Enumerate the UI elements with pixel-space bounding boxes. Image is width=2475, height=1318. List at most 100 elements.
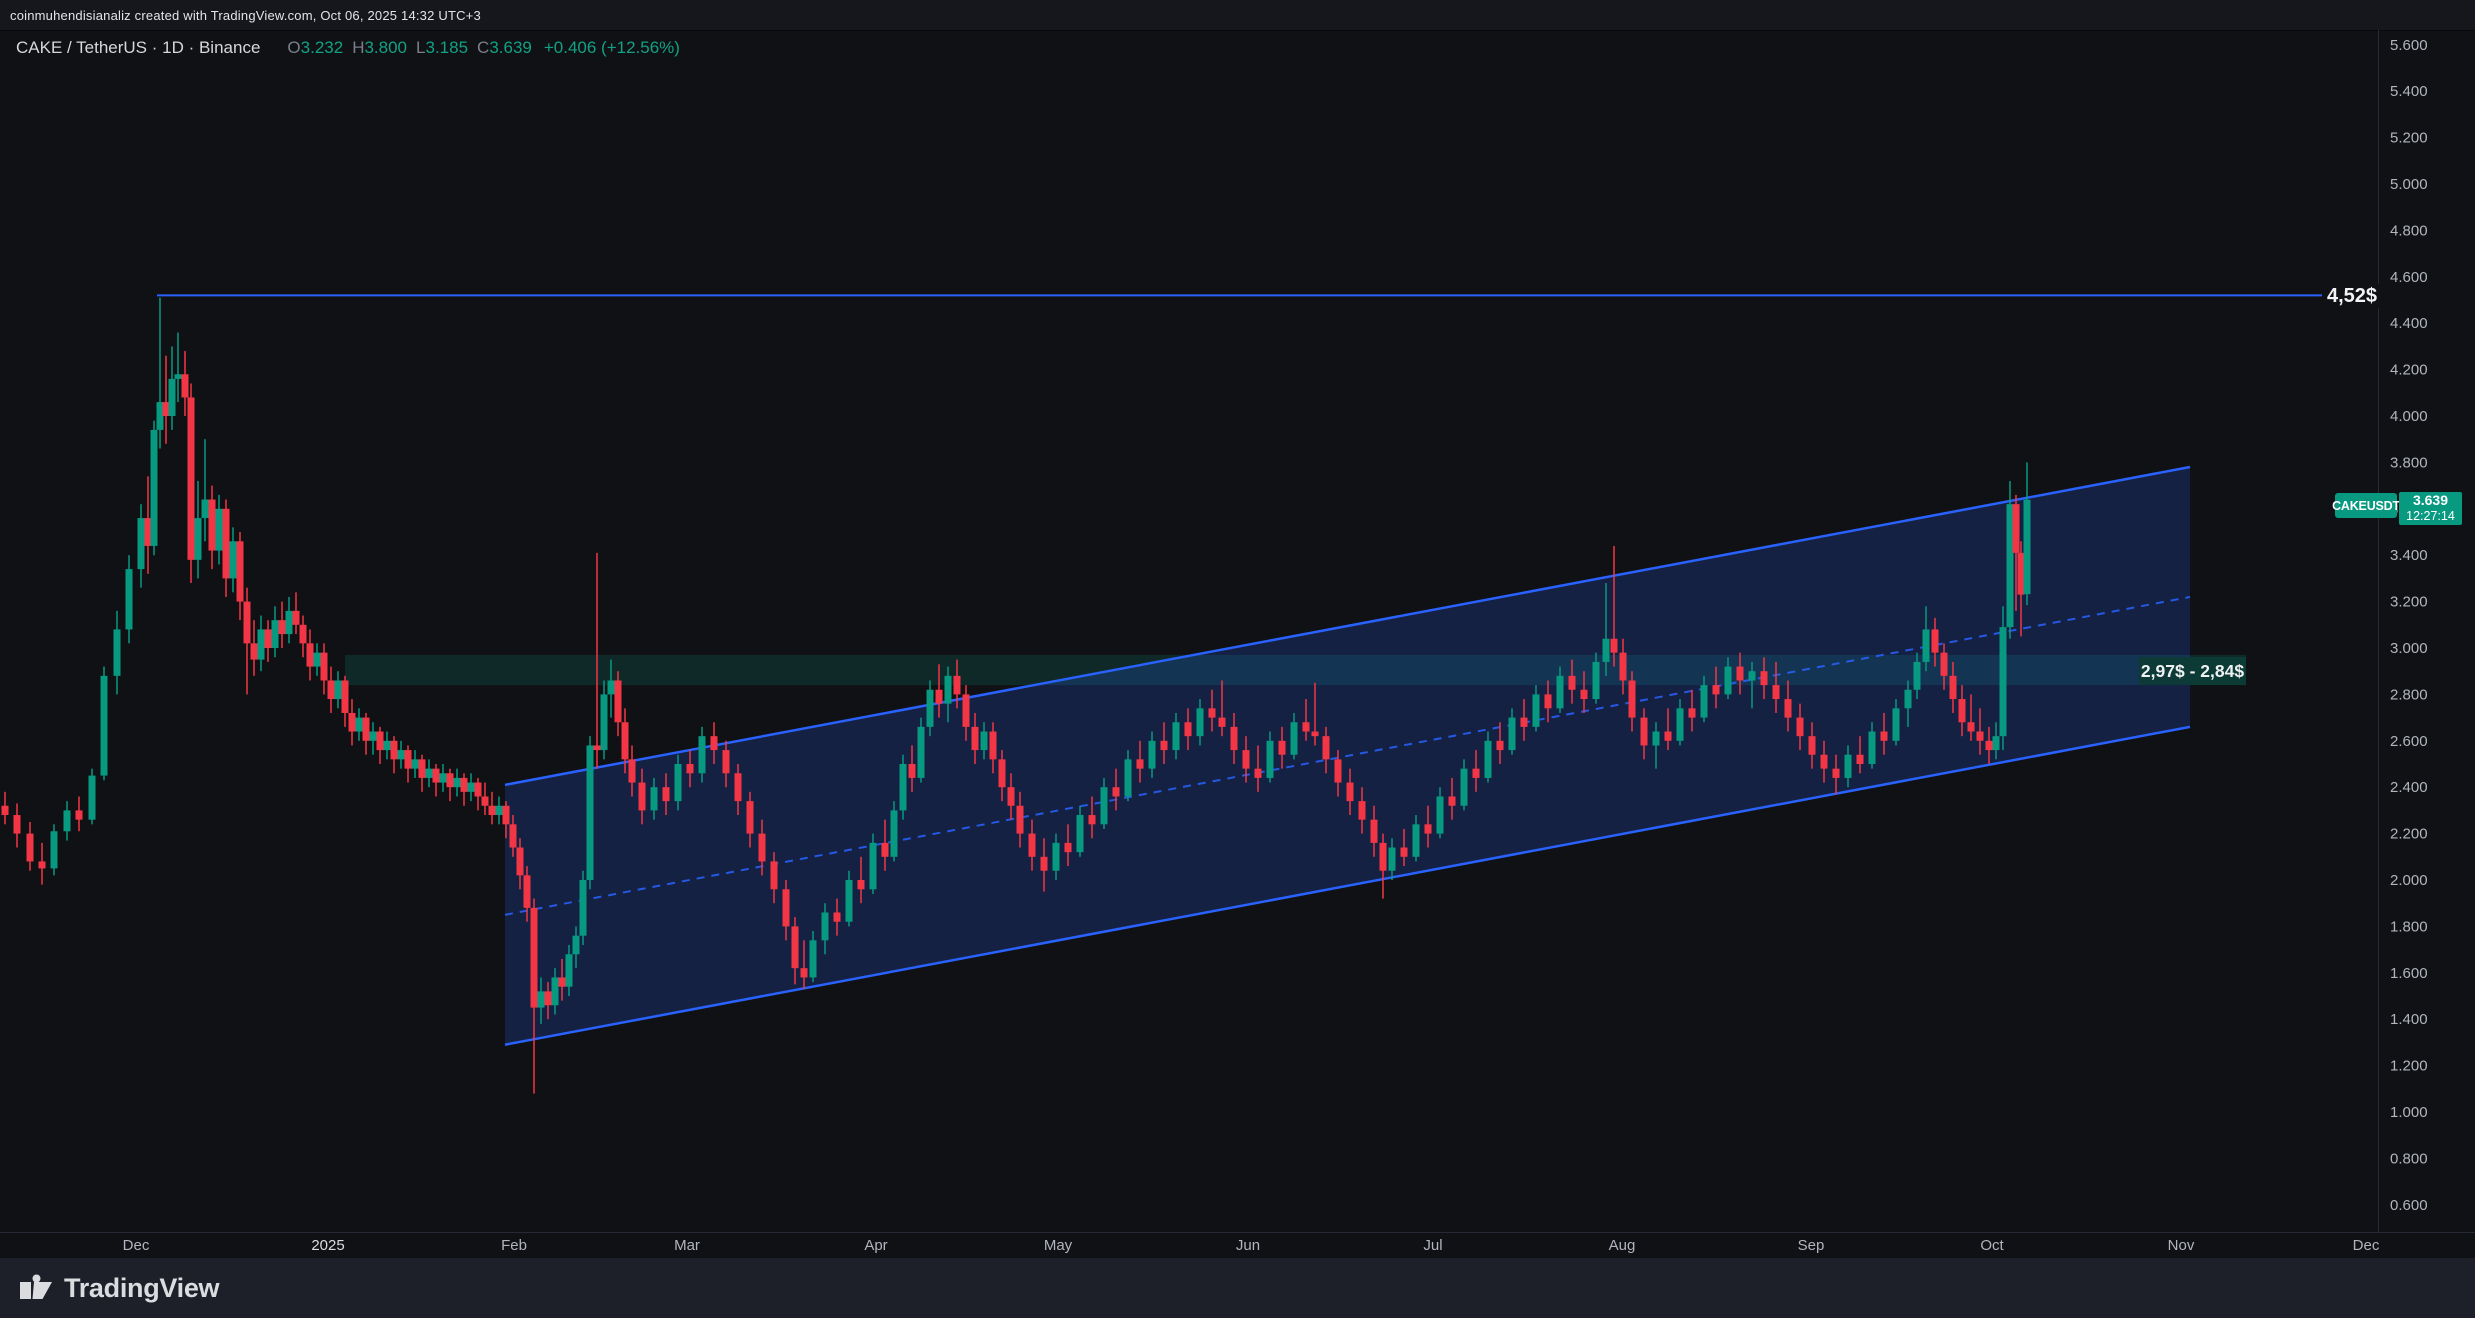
candle-body bbox=[614, 680, 622, 723]
candle-body bbox=[1724, 666, 1732, 695]
candle-body bbox=[1136, 759, 1144, 769]
candle-body bbox=[383, 740, 391, 751]
candle-body bbox=[1088, 815, 1096, 825]
candle-body bbox=[1931, 629, 1939, 653]
candle-body bbox=[162, 402, 170, 416]
supply-zone-label[interactable]: 2,97$ - 2,84$ bbox=[2139, 657, 2246, 685]
candle-body bbox=[488, 805, 496, 816]
close-label: C bbox=[477, 38, 490, 57]
candle-body bbox=[1266, 740, 1274, 778]
candle-body bbox=[2017, 552, 2025, 595]
tradingview-logo-icon[interactable] bbox=[18, 1270, 54, 1306]
channel-mid-line[interactable] bbox=[504, 595, 2191, 916]
candle-body bbox=[523, 875, 531, 908]
candle-body bbox=[1184, 722, 1192, 737]
candle-body bbox=[88, 775, 96, 820]
candle-body bbox=[1148, 740, 1156, 769]
candle-body bbox=[579, 880, 587, 936]
candle-body bbox=[100, 675, 108, 776]
price-tick: 5.200 bbox=[2390, 130, 2428, 147]
time-tick: 2025 bbox=[311, 1237, 344, 1254]
candle-body bbox=[75, 810, 83, 820]
price-tick: 5.600 bbox=[2390, 37, 2428, 54]
price-tick: 5.000 bbox=[2390, 176, 2428, 193]
candle-body bbox=[1160, 740, 1168, 751]
candle-body bbox=[467, 782, 475, 792]
candle-body bbox=[1949, 675, 1957, 700]
price-scale[interactable]: 5.600 5.400 5.200 5.000 4.800 4.600 4.400 4.200… bbox=[2390, 37, 2428, 1214]
candle-body bbox=[509, 824, 517, 848]
candle-body bbox=[722, 750, 730, 774]
time-tick: May bbox=[1044, 1237, 1073, 1254]
candle-body bbox=[989, 731, 997, 760]
candle-body bbox=[1772, 685, 1780, 700]
open-label: O bbox=[287, 38, 301, 57]
time-tick: Jun bbox=[1236, 1237, 1260, 1254]
candle-body bbox=[446, 773, 454, 788]
candle-body bbox=[236, 541, 244, 602]
candle-body bbox=[1436, 796, 1444, 834]
channel-bottom-line[interactable] bbox=[504, 725, 2191, 1046]
candle-body bbox=[600, 694, 608, 751]
candle-body bbox=[1844, 754, 1852, 778]
candle-body bbox=[187, 397, 195, 560]
candle-body bbox=[1868, 731, 1876, 764]
candle-body bbox=[944, 675, 952, 704]
time-tick: Aug bbox=[1609, 1237, 1636, 1254]
candle-body bbox=[1412, 824, 1420, 857]
candle-body bbox=[899, 764, 907, 811]
candle-body bbox=[1832, 768, 1840, 778]
candle-body bbox=[1748, 671, 1756, 681]
candle-body bbox=[1124, 759, 1132, 797]
candle-body bbox=[1208, 708, 1216, 718]
time-scale[interactable]: Dec 2025 Feb Mar Apr May Jun Jul Aug Sep Oct Nov Dec bbox=[123, 1237, 2380, 1254]
price-tick: 2.400 bbox=[2390, 779, 2428, 796]
price-tick: 2.800 bbox=[2390, 686, 2428, 703]
candle-body bbox=[845, 880, 853, 922]
candle-body bbox=[1334, 759, 1342, 783]
candle-body bbox=[586, 745, 594, 880]
close-value: 3.639 bbox=[489, 38, 532, 57]
candle-body bbox=[1808, 736, 1816, 755]
candle-body bbox=[439, 773, 447, 783]
symbol-title[interactable]: CAKE / TetherUS · 1D · Binance bbox=[16, 38, 261, 57]
candle-body bbox=[390, 740, 398, 760]
time-tick: Apr bbox=[864, 1237, 887, 1254]
candle-body bbox=[397, 750, 405, 760]
candle-body bbox=[1, 805, 9, 816]
candle-body bbox=[1796, 717, 1804, 737]
candle-body bbox=[1610, 638, 1618, 653]
candle-body bbox=[791, 926, 799, 969]
last-price-value: 3.639 bbox=[2412, 492, 2449, 508]
candle-body bbox=[208, 499, 216, 551]
ascending-channel[interactable] bbox=[504, 465, 2191, 1046]
candle-body bbox=[1100, 787, 1108, 825]
candle-body bbox=[1664, 731, 1672, 741]
candle-body bbox=[869, 842, 877, 890]
price-tick: 2.200 bbox=[2390, 826, 2428, 843]
tradingview-wordmark[interactable]: TradingView bbox=[64, 1272, 220, 1303]
candle-body bbox=[551, 977, 559, 1006]
time-tick: Mar bbox=[674, 1237, 700, 1254]
candle-body bbox=[710, 736, 718, 751]
candle-body bbox=[264, 629, 272, 648]
last-price-tag: 3.639 12:27:14 bbox=[2399, 492, 2462, 525]
candle-body bbox=[137, 518, 145, 570]
resistance-price-label[interactable]: 4,52$ bbox=[2322, 284, 2383, 308]
candle-body bbox=[1913, 661, 1921, 690]
candle-body bbox=[334, 680, 342, 700]
candle-body bbox=[1052, 842, 1060, 871]
candle-body bbox=[201, 499, 209, 519]
candle-body bbox=[174, 374, 182, 379]
price-tick: 3.400 bbox=[2390, 547, 2428, 564]
channel-top-line[interactable] bbox=[504, 465, 2191, 787]
candle-body bbox=[544, 991, 552, 1006]
candle-body bbox=[1856, 754, 1864, 764]
candle-body bbox=[1400, 847, 1408, 857]
price-tick: 4.400 bbox=[2390, 315, 2428, 332]
time-tick: Dec bbox=[123, 1237, 150, 1254]
candle-body bbox=[168, 378, 176, 416]
candle-body bbox=[1520, 717, 1528, 727]
